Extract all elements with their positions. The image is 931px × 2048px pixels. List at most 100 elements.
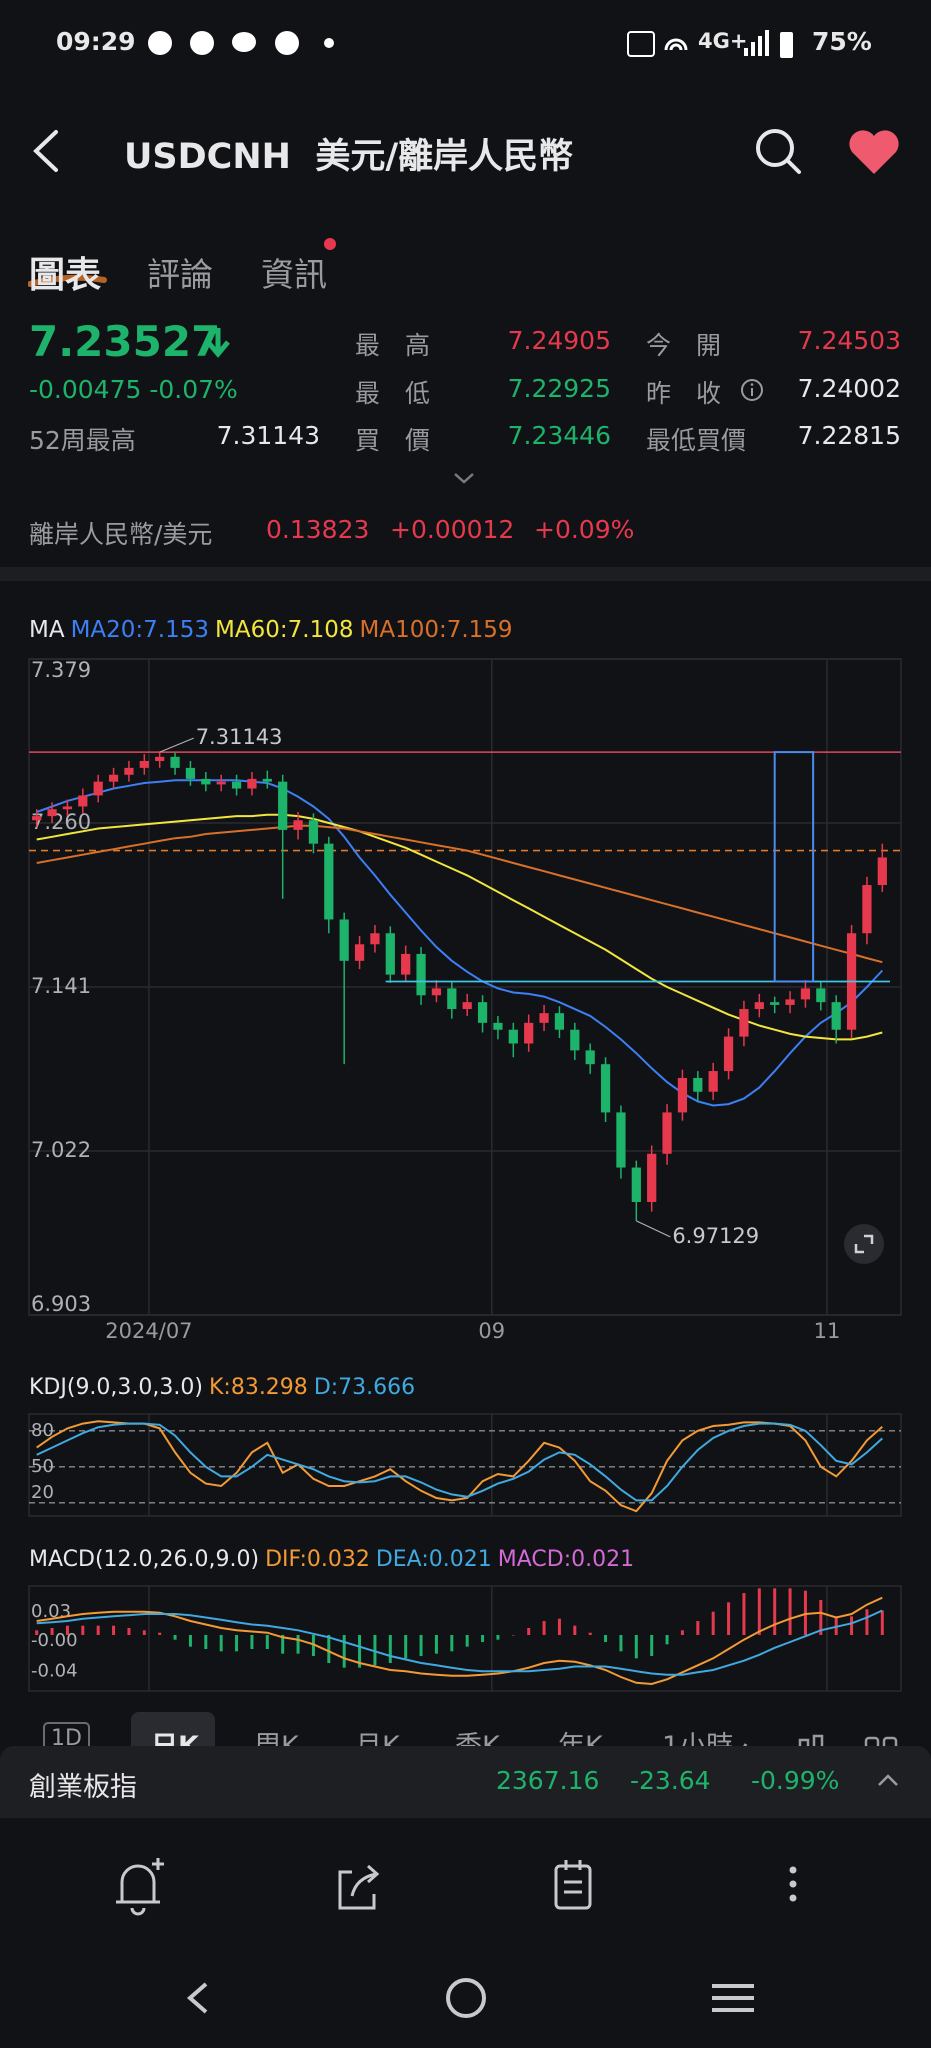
histogram-bar — [96, 1625, 100, 1635]
bottom-area — [0, 1818, 931, 2048]
alert-button[interactable] — [116, 1858, 164, 1916]
histogram-bar — [296, 1635, 300, 1654]
cross-label: 離岸人民幣/美元 — [29, 520, 213, 549]
histogram-bar — [188, 1635, 192, 1647]
stat-value: 7.24002 — [797, 374, 901, 403]
histogram-bar — [50, 1628, 54, 1635]
calendar-button[interactable] — [554, 1860, 592, 1910]
header-title: USDCNH 美元/離岸人民幣 — [124, 128, 573, 179]
index-bar[interactable]: 創業板指 2367.16 -23.64 -0.99% — [0, 1746, 931, 1818]
candle-body — [677, 1077, 688, 1113]
index-change-pct: -0.99% — [751, 1766, 840, 1795]
candle-body — [739, 1009, 749, 1037]
candle-body — [539, 1013, 549, 1023]
histogram-bar — [680, 1630, 684, 1635]
down-arrow — [206, 328, 230, 358]
stat-value: 7.24905 — [507, 326, 611, 355]
candle-body — [308, 820, 319, 844]
histogram-bar — [112, 1625, 116, 1635]
candle-body — [447, 988, 457, 1010]
histogram-bar — [819, 1600, 823, 1635]
candle-body — [278, 781, 288, 830]
candle-body — [108, 774, 119, 782]
histogram-bar — [35, 1630, 39, 1635]
candle-body — [78, 795, 88, 807]
tab[interactable]: 資訊 — [261, 255, 327, 294]
candle-body — [600, 1064, 611, 1113]
candle-body — [231, 781, 242, 789]
candle-body — [401, 953, 411, 975]
index-price: 2367.16 — [496, 1766, 600, 1795]
candle-body — [816, 988, 826, 1003]
tab[interactable]: 圖表 — [29, 255, 102, 296]
legend-entry: D:73.666 — [313, 1375, 416, 1400]
histogram-bar — [757, 1588, 761, 1635]
histogram-bar — [865, 1609, 869, 1635]
panel-frame — [28, 1585, 902, 1692]
histogram-bar — [542, 1621, 546, 1635]
share-button[interactable] — [338, 1864, 380, 1910]
candle-body — [262, 778, 272, 782]
tab[interactable]: 評論 — [147, 255, 213, 294]
nav-home[interactable] — [446, 1978, 486, 2018]
histogram-bar — [496, 1635, 500, 1640]
y-tick-label: 7.379 — [31, 658, 91, 682]
drawn-box — [773, 751, 815, 983]
stat-label: 買 價 — [355, 426, 431, 455]
index-name: 創業板指 — [29, 1772, 137, 1803]
stat-label: 最 高 — [355, 331, 431, 360]
candle-body — [554, 1013, 565, 1030]
legend-entry: K:83.298 — [208, 1375, 308, 1400]
legend: MACD(12.0,26.0,9.0) DIF:0.032 DEA:0.021 MAC… — [29, 1547, 640, 1572]
candle-body — [293, 820, 303, 830]
collapse-caret[interactable] — [876, 1772, 900, 1788]
annotation-leader — [159, 737, 194, 753]
stat-label: 昨 收 — [646, 379, 722, 408]
last-price: 7.23527 — [29, 317, 221, 366]
candle-body — [139, 760, 149, 768]
candle-body — [93, 781, 103, 796]
histogram-bar — [204, 1635, 208, 1649]
more-button[interactable] — [789, 1866, 797, 1902]
y-tick-label: 20 — [31, 1482, 54, 1503]
cross-change-pct: +0.09% — [534, 515, 635, 544]
histogram-bar — [880, 1610, 884, 1635]
histogram-bar — [557, 1618, 561, 1635]
candle-body — [416, 953, 426, 996]
candle-body — [508, 1029, 518, 1044]
histogram-bar — [81, 1625, 85, 1635]
fullscreen-button[interactable] — [844, 1224, 884, 1264]
back-button[interactable] — [28, 128, 68, 174]
candle-body — [32, 816, 42, 821]
candle-body — [431, 988, 442, 996]
histogram-bar — [158, 1632, 162, 1635]
histogram-bar — [527, 1628, 531, 1635]
histogram-bar — [727, 1602, 731, 1635]
y-tick-label: 7.141 — [31, 974, 91, 998]
histogram-bar — [511, 1635, 515, 1636]
search-button[interactable] — [753, 126, 803, 176]
stat-label: 最 低 — [355, 379, 431, 408]
nav-recents[interactable] — [712, 1984, 754, 2012]
expand-chevron[interactable] — [452, 470, 476, 486]
histogram-bar — [742, 1593, 746, 1635]
candle-body — [754, 1002, 764, 1010]
info-icon[interactable] — [740, 378, 764, 402]
histogram-bar — [634, 1635, 638, 1659]
favorite-button[interactable] — [846, 128, 902, 176]
candle-body — [647, 1153, 657, 1202]
histogram-bar — [388, 1635, 392, 1663]
histogram-bar — [142, 1630, 146, 1635]
nav-back[interactable] — [186, 1982, 208, 2014]
histogram-bar — [588, 1632, 592, 1635]
indicator-line — [36, 1596, 883, 1686]
ma-line — [36, 779, 884, 1107]
nav-bar — [186, 1978, 754, 2018]
histogram-bar — [850, 1616, 854, 1635]
histogram-bar — [650, 1635, 654, 1656]
legend-entry: MA20:7.153 — [70, 617, 210, 643]
tab-underline — [28, 274, 107, 287]
candle-body — [185, 767, 196, 779]
panel-frame — [28, 1413, 902, 1517]
symbol-name: 美元/離岸人民幣 — [315, 137, 574, 177]
